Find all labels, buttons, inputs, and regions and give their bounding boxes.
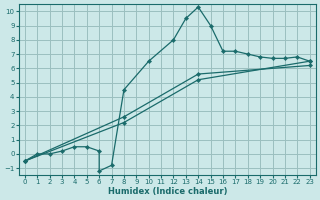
X-axis label: Humidex (Indice chaleur): Humidex (Indice chaleur)	[108, 187, 227, 196]
